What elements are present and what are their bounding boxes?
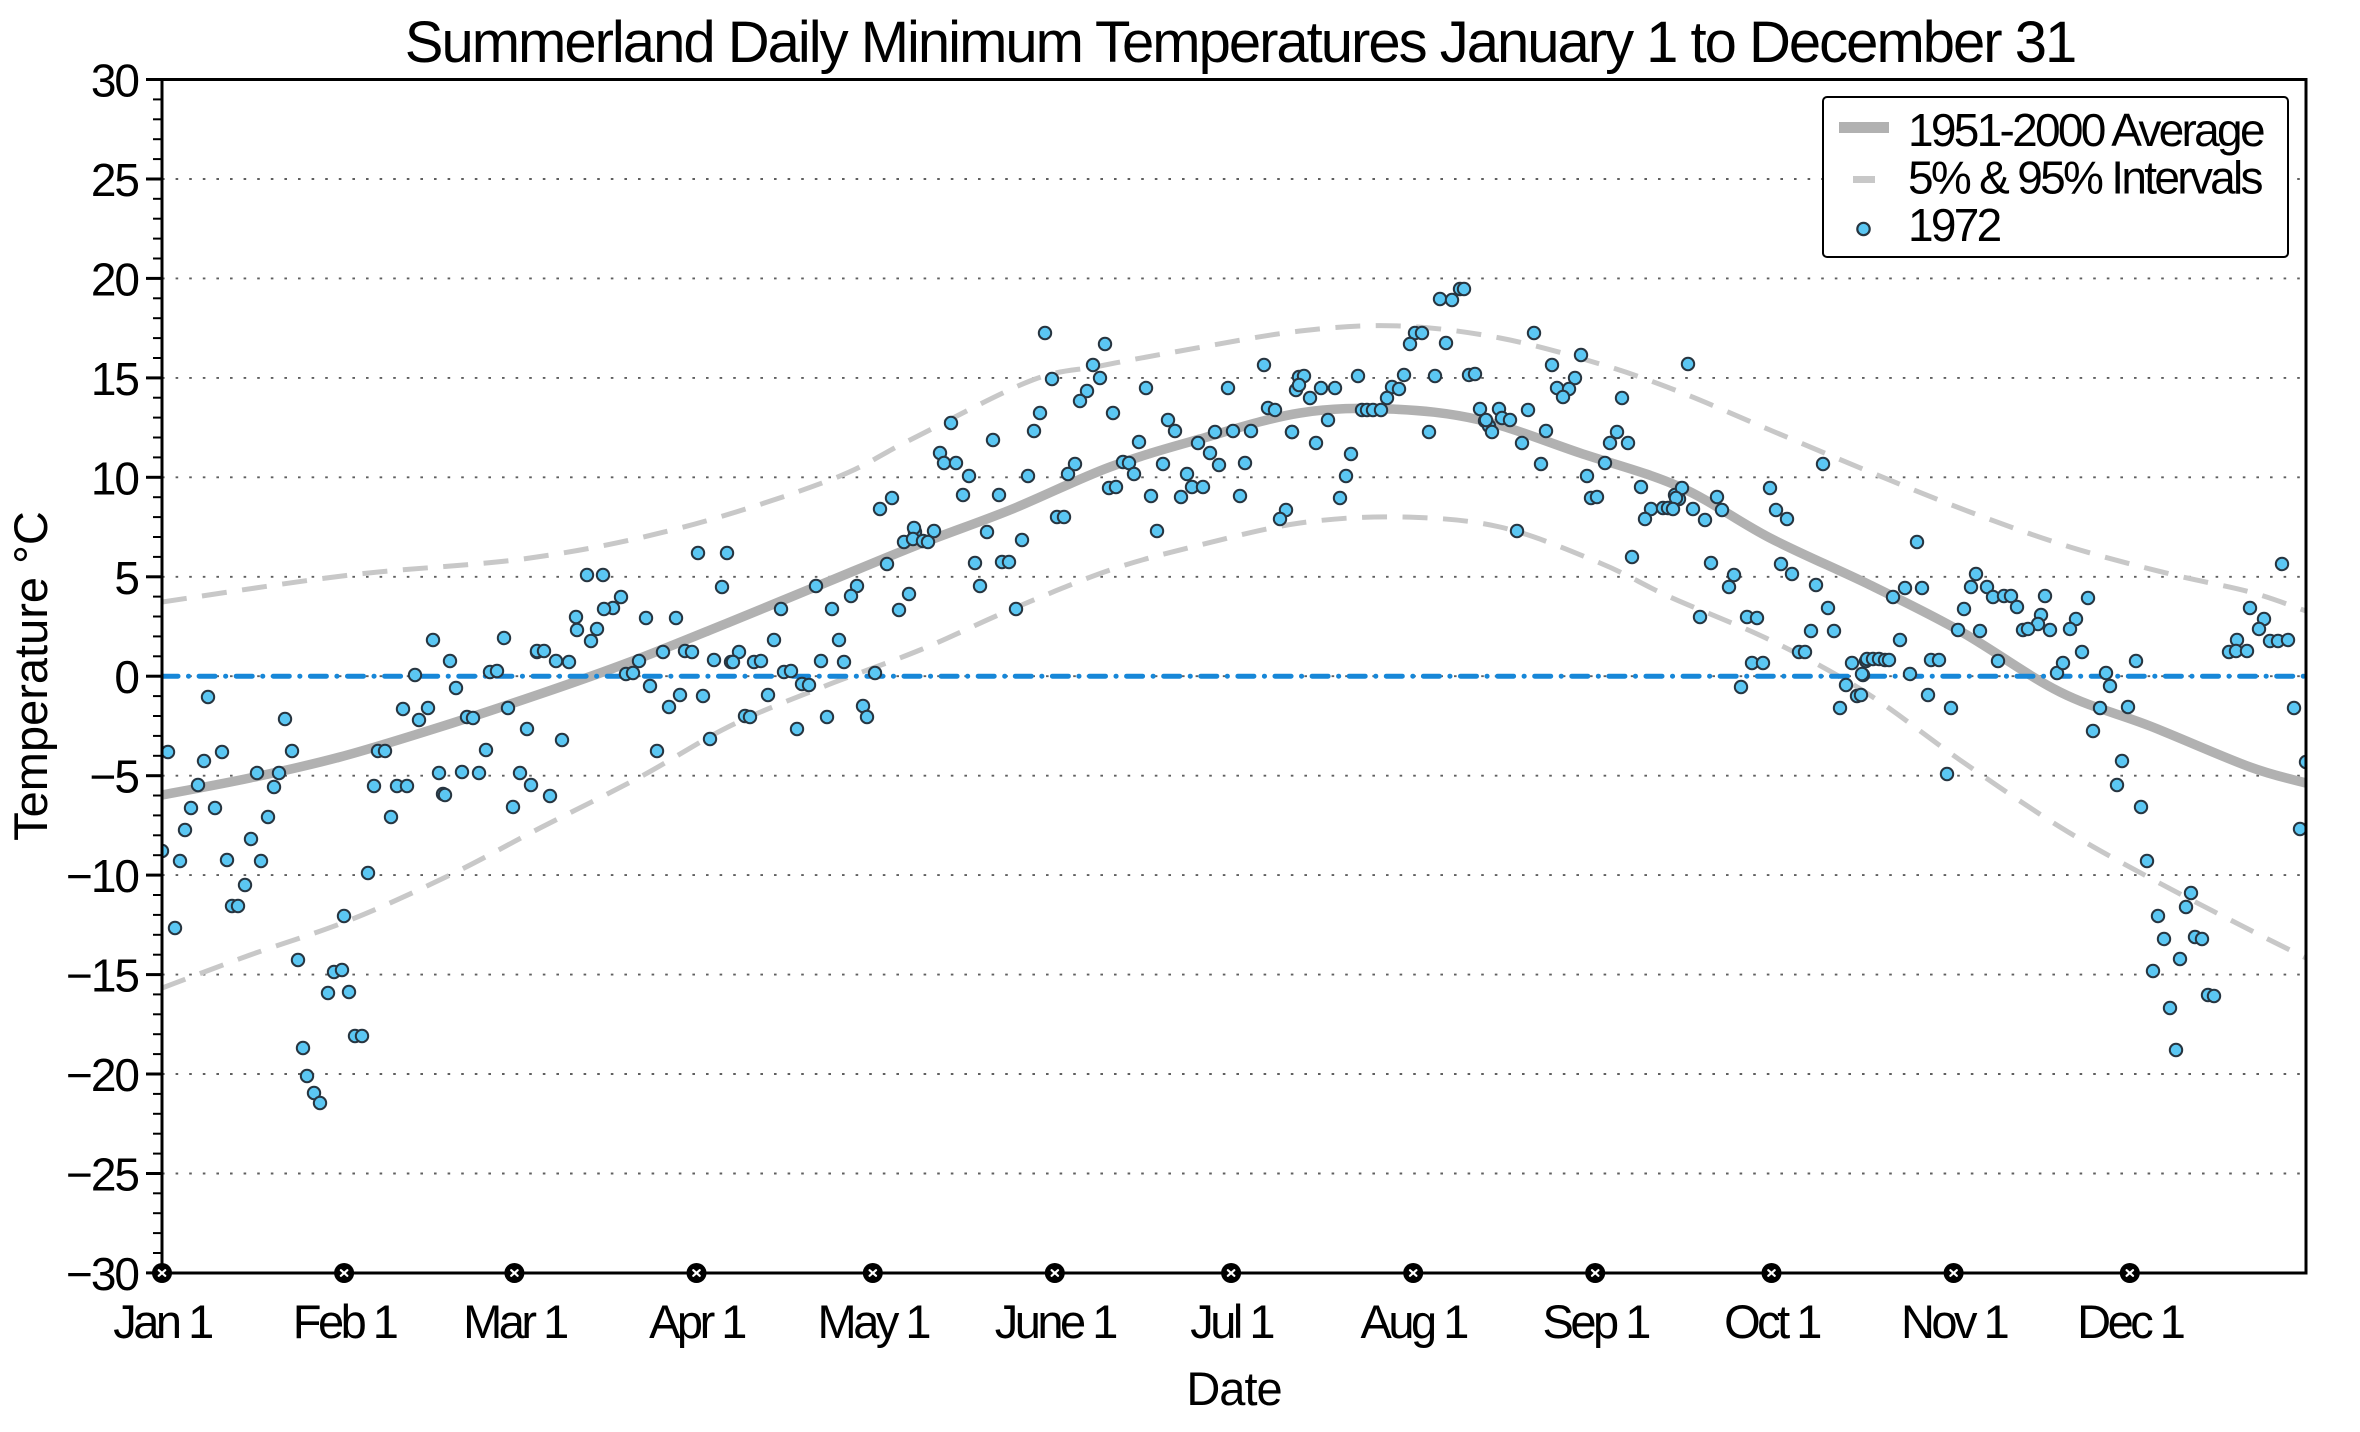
- svg-text:5% & 95% Intervals: 5% & 95% Intervals: [1908, 152, 2263, 204]
- svg-text:Apr 1: Apr 1: [649, 1295, 745, 1348]
- svg-text:Mar 1: Mar 1: [463, 1295, 567, 1348]
- svg-text:1972: 1972: [1908, 199, 2001, 251]
- svg-text:25: 25: [91, 154, 139, 206]
- svg-text:30: 30: [91, 55, 139, 107]
- svg-text:Feb 1: Feb 1: [293, 1295, 397, 1348]
- svg-text:20: 20: [91, 253, 139, 305]
- svg-text:May 1: May 1: [818, 1295, 930, 1348]
- svg-text:Jan 1: Jan 1: [113, 1295, 212, 1348]
- svg-text:Summerland Daily Minimum Tempe: Summerland Daily Minimum Temperatures Ja…: [405, 10, 2075, 75]
- svg-text:−10: −10: [66, 850, 138, 902]
- svg-text:15: 15: [91, 353, 139, 405]
- svg-text:5: 5: [114, 552, 138, 604]
- svg-text:Aug 1: Aug 1: [1361, 1295, 1468, 1348]
- svg-text:Date: Date: [1186, 1362, 1281, 1415]
- svg-text:Nov 1: Nov 1: [1901, 1295, 2008, 1348]
- svg-text:June 1: June 1: [995, 1295, 1116, 1348]
- svg-text:1951-2000 Average: 1951-2000 Average: [1908, 104, 2264, 156]
- svg-text:Jul 1: Jul 1: [1190, 1295, 1273, 1348]
- svg-text:−30: −30: [66, 1248, 138, 1300]
- svg-text:Dec 1: Dec 1: [2077, 1295, 2184, 1348]
- svg-text:Oct 1: Oct 1: [1724, 1295, 1820, 1348]
- svg-text:Sep 1: Sep 1: [1543, 1295, 1650, 1348]
- svg-text:−5: −5: [90, 751, 139, 803]
- svg-text:Temperature °C: Temperature °C: [4, 511, 57, 841]
- svg-text:−25: −25: [66, 1149, 138, 1201]
- svg-text:0: 0: [114, 651, 138, 703]
- svg-text:−20: −20: [66, 1049, 138, 1101]
- svg-text:−15: −15: [66, 950, 138, 1002]
- svg-text:10: 10: [91, 452, 139, 504]
